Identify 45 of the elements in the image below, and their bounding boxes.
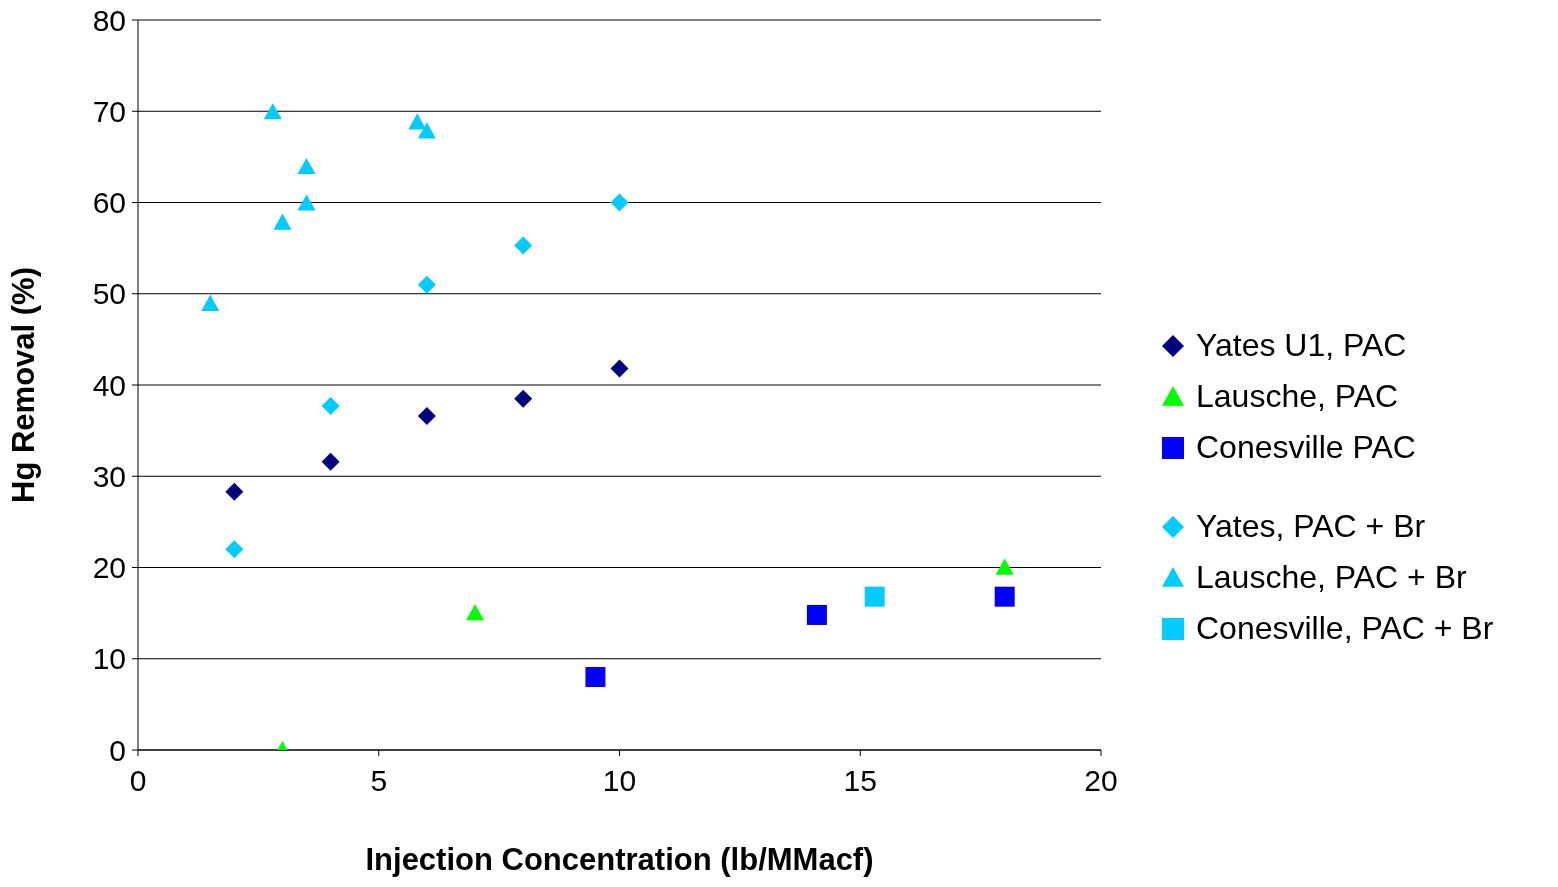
- point: [514, 389, 533, 408]
- y-tick-label: 10: [92, 642, 126, 676]
- point: [610, 359, 629, 378]
- point: [417, 407, 436, 426]
- point: [610, 193, 629, 212]
- point: [466, 604, 485, 621]
- point: [408, 113, 427, 130]
- point: [585, 667, 606, 687]
- x-tick-label: 5: [370, 764, 388, 798]
- point: [321, 452, 340, 471]
- point: [995, 558, 1014, 575]
- point: [225, 482, 244, 501]
- point: [514, 236, 533, 255]
- y-axis-title: Hg Removal (%): [6, 267, 42, 503]
- point: [417, 275, 436, 294]
- point: [225, 540, 244, 559]
- x-axis-title: Injection Concentration (lb/MMacf): [365, 842, 874, 877]
- point: [417, 122, 436, 139]
- x-tick-label: 0: [129, 764, 147, 798]
- point: [864, 586, 885, 607]
- legend-label: Lausche, PAC + Br: [1196, 559, 1467, 596]
- legend-label: Yates U1, PAC: [1196, 327, 1407, 364]
- point: [263, 103, 282, 120]
- x-tick-label: 10: [602, 764, 637, 798]
- point: [297, 194, 316, 211]
- legend-label: Conesville PAC: [1196, 429, 1416, 466]
- y-tick-label: 40: [92, 368, 126, 402]
- y-tick-label: 80: [92, 3, 126, 37]
- point: [201, 294, 220, 311]
- y-tick-label: 50: [92, 277, 126, 311]
- y-tick-label: 70: [92, 94, 126, 128]
- y-tick-label: 30: [92, 459, 126, 493]
- x-tick-label: 15: [843, 764, 877, 798]
- legend-label: Conesville, PAC + Br: [1196, 610, 1494, 647]
- x-tick-label: 20: [1084, 764, 1118, 798]
- y-tick-label: 60: [92, 186, 126, 220]
- point: [273, 213, 292, 230]
- y-tick-label: 20: [92, 551, 126, 585]
- legend-label: Yates, PAC + Br: [1196, 508, 1426, 545]
- legend-label: Lausche, PAC: [1196, 378, 1399, 415]
- y-tick-label: 0: [109, 733, 126, 767]
- point: [994, 586, 1015, 607]
- point: [321, 396, 340, 415]
- point: [806, 604, 827, 625]
- point: [297, 157, 316, 175]
